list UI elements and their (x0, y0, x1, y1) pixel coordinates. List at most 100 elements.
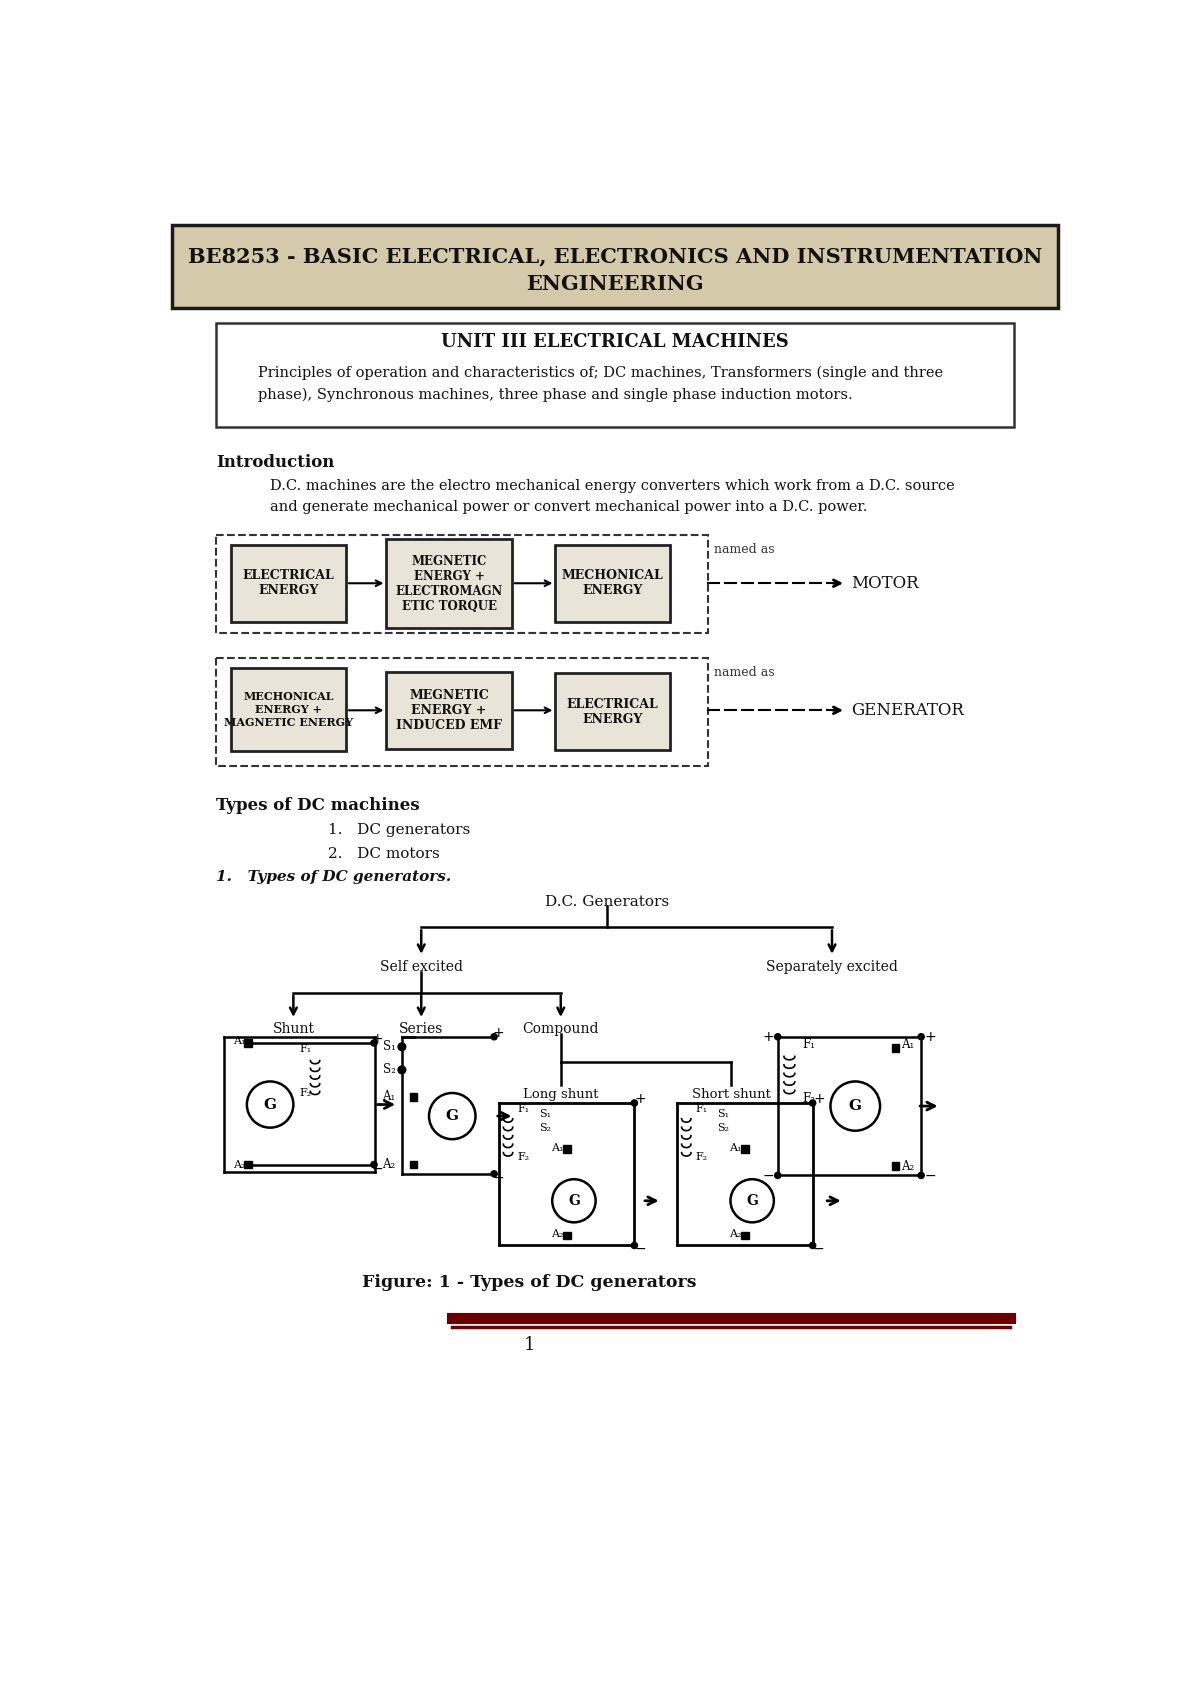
Text: G: G (848, 1100, 862, 1113)
Circle shape (398, 1066, 406, 1074)
Text: F₁: F₁ (803, 1039, 815, 1050)
Text: S₂: S₂ (539, 1123, 551, 1134)
Text: named as: named as (714, 543, 775, 557)
Text: G: G (568, 1193, 580, 1208)
Text: A₂: A₂ (551, 1229, 563, 1239)
Circle shape (631, 1242, 637, 1249)
Text: BE8253 - BASIC ELECTRICAL, ELECTRONICS AND INSTRUMENTATION: BE8253 - BASIC ELECTRICAL, ELECTRONICS A… (187, 246, 1043, 266)
Circle shape (775, 1033, 781, 1040)
Text: A₁: A₁ (728, 1142, 742, 1152)
Text: G: G (264, 1098, 277, 1112)
Text: A₁: A₁ (551, 1142, 563, 1152)
Text: MEGNETIC
ENERGY +
ELECTROMAGN
ETIC TORQUE: MEGNETIC ENERGY + ELECTROMAGN ETIC TORQU… (396, 555, 503, 613)
Text: MEGNETIC
ENERGY +
INDUCED EMF: MEGNETIC ENERGY + INDUCED EMF (396, 689, 502, 731)
Text: S₁: S₁ (539, 1108, 551, 1118)
Text: F₂: F₂ (696, 1152, 708, 1162)
Text: UNIT III ELECTRICAL MACHINES: UNIT III ELECTRICAL MACHINES (442, 333, 788, 351)
Bar (563, 1232, 571, 1239)
Text: +: + (814, 1093, 824, 1106)
Circle shape (918, 1033, 924, 1040)
Text: MECHONICAL
ENERGY: MECHONICAL ENERGY (562, 568, 664, 597)
Text: Figure: 1 - Types of DC generators: Figure: 1 - Types of DC generators (362, 1274, 697, 1291)
Text: A₁: A₁ (233, 1037, 245, 1047)
Text: MECHONICAL
ENERGY +
MAGNETIC ENERGY: MECHONICAL ENERGY + MAGNETIC ENERGY (224, 691, 353, 728)
Text: Separately excited: Separately excited (766, 961, 898, 974)
FancyBboxPatch shape (386, 540, 512, 628)
Text: F₂: F₂ (517, 1152, 529, 1162)
Polygon shape (172, 226, 1058, 307)
Bar (244, 1161, 252, 1169)
Bar (409, 1093, 418, 1101)
FancyBboxPatch shape (556, 545, 670, 621)
Text: F₁: F₁ (299, 1044, 311, 1054)
Text: F₂: F₂ (299, 1088, 311, 1098)
Text: A₂: A₂ (233, 1159, 245, 1169)
Text: S₁: S₁ (383, 1040, 396, 1054)
Text: ENGINEERING: ENGINEERING (526, 275, 704, 295)
Text: −: − (492, 1171, 504, 1185)
FancyBboxPatch shape (386, 672, 512, 748)
Circle shape (247, 1081, 293, 1127)
Text: −: − (763, 1168, 774, 1183)
FancyBboxPatch shape (556, 674, 670, 750)
Text: S₂: S₂ (718, 1123, 730, 1134)
Text: ELECTRICAL
ENERGY: ELECTRICAL ENERGY (242, 568, 335, 597)
Text: 1.   Types of DC generators.: 1. Types of DC generators. (216, 869, 451, 884)
Text: Short shunt: Short shunt (692, 1088, 770, 1101)
Text: Types of DC machines: Types of DC machines (216, 796, 420, 813)
Text: A₂: A₂ (728, 1229, 742, 1239)
Text: Series: Series (400, 1022, 444, 1037)
Bar (409, 1161, 418, 1169)
Circle shape (430, 1093, 475, 1139)
Text: +: + (371, 1032, 383, 1045)
Text: A₂: A₂ (383, 1157, 396, 1171)
Circle shape (918, 1173, 924, 1178)
Text: −: − (814, 1242, 824, 1256)
Text: Long shunt: Long shunt (523, 1088, 599, 1101)
Text: −: − (371, 1161, 383, 1176)
Circle shape (371, 1161, 377, 1168)
Text: Compound: Compound (522, 1022, 599, 1037)
Text: G: G (746, 1193, 758, 1208)
Circle shape (810, 1242, 816, 1249)
Text: Principles of operation and characteristics of; DC machines, Transformers (singl: Principles of operation and characterist… (258, 365, 943, 402)
Text: A₁: A₁ (383, 1091, 396, 1103)
Text: named as: named as (714, 665, 775, 679)
Text: D.C. machines are the electro mechanical energy converters which work from a D.C: D.C. machines are the electro mechanical… (270, 479, 955, 514)
Polygon shape (216, 322, 1014, 428)
Bar (892, 1162, 900, 1169)
Bar (892, 1044, 900, 1052)
Text: S₁: S₁ (718, 1108, 730, 1118)
Text: S₂: S₂ (383, 1064, 396, 1076)
Text: 2.   DC motors: 2. DC motors (329, 847, 440, 860)
Circle shape (371, 1040, 377, 1045)
Bar (742, 1232, 749, 1239)
Text: F₁: F₁ (696, 1105, 708, 1115)
Text: +: + (925, 1030, 936, 1044)
Text: Self excited: Self excited (379, 961, 463, 974)
FancyBboxPatch shape (232, 669, 346, 752)
Text: G: G (445, 1110, 458, 1123)
Bar (563, 1145, 571, 1152)
Text: +: + (763, 1030, 774, 1044)
Circle shape (810, 1100, 816, 1106)
FancyBboxPatch shape (232, 545, 346, 621)
Text: Introduction: Introduction (216, 453, 335, 470)
Text: D.C. Generators: D.C. Generators (545, 894, 670, 910)
Text: +: + (492, 1027, 504, 1040)
Text: 1: 1 (524, 1336, 535, 1354)
Text: GENERATOR: GENERATOR (851, 703, 965, 720)
Text: F₁: F₁ (517, 1105, 529, 1115)
Circle shape (631, 1100, 637, 1106)
Text: A₁: A₁ (901, 1039, 914, 1050)
Circle shape (491, 1033, 497, 1040)
Circle shape (830, 1081, 880, 1130)
Circle shape (398, 1044, 406, 1050)
Bar (742, 1145, 749, 1152)
Text: 1.   DC generators: 1. DC generators (329, 823, 470, 838)
Circle shape (775, 1173, 781, 1178)
Text: −: − (925, 1168, 936, 1183)
Text: +: + (635, 1093, 647, 1106)
Text: A₂: A₂ (901, 1159, 914, 1173)
Text: −: − (635, 1242, 647, 1256)
